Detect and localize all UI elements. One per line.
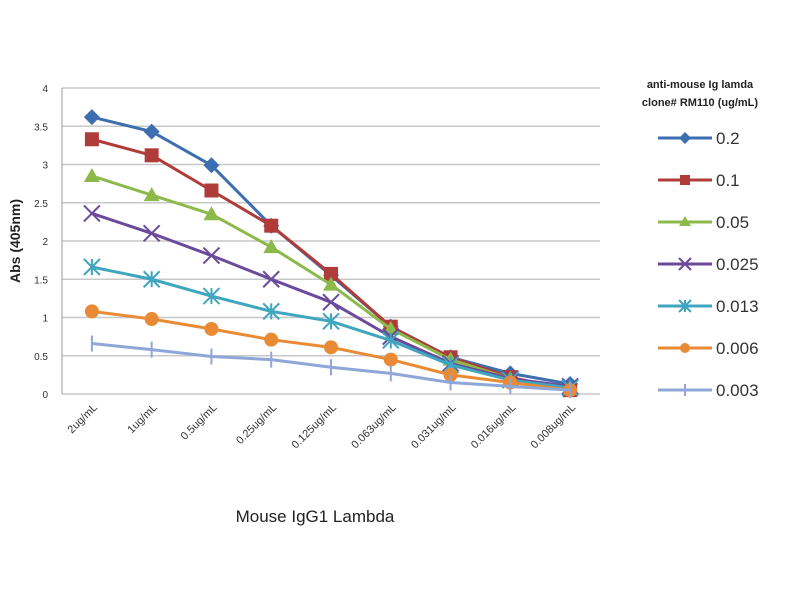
legend-title-line-2: clone# RM110 (ug/mL) <box>642 97 758 109</box>
series-0.006 <box>84 304 578 398</box>
legend-label: 0.2 <box>716 129 740 148</box>
y-tick-label: 4 <box>42 84 48 95</box>
y-axis-ticks: 0 0.5 1 1.5 2 2.5 3 3.5 4 <box>34 84 48 401</box>
x-tick-label: 0.016ug/mL <box>469 402 519 452</box>
marker-circle <box>383 352 398 367</box>
marker-square <box>324 266 338 281</box>
marker-diamond <box>143 123 160 140</box>
legend-label: 0.013 <box>716 297 759 316</box>
legend-item: 0.013 <box>658 297 759 316</box>
y-tick-label: 2 <box>42 237 48 248</box>
y-tick-label: 2.5 <box>34 199 48 210</box>
legend-label: 0.05 <box>716 213 749 232</box>
marker-x <box>322 293 340 311</box>
legend: anti-mouse Ig lamda clone# RM110 (ug/mL)… <box>642 79 759 400</box>
marker-diamond <box>83 109 100 126</box>
legend-label: 0.1 <box>716 171 740 190</box>
series-0.003 <box>90 335 572 399</box>
y-tick-label: 3.5 <box>34 122 48 133</box>
x-tick-label: 2ug/mL <box>66 402 100 436</box>
marker-circle <box>204 321 219 336</box>
marker-square <box>84 132 99 147</box>
marker-x <box>262 270 280 288</box>
marker-star <box>382 331 400 350</box>
marker-square <box>680 175 690 185</box>
marker-x <box>142 224 161 243</box>
marker-triangle <box>323 276 339 291</box>
x-tick-label: 0.5ug/mL <box>179 402 220 443</box>
x-tick-label: 1ug/mL <box>125 402 159 436</box>
marker-triangle <box>143 187 160 202</box>
legend-item: 0.2 <box>658 129 740 148</box>
marker-circle <box>324 340 338 355</box>
series-0.013 <box>83 258 579 397</box>
marker-triangle <box>679 216 691 226</box>
marker-star <box>202 287 221 305</box>
legend-label: 0.006 <box>716 339 759 358</box>
y-axis-label: Abs (405nm) <box>7 199 23 283</box>
legend-item: 0.003 <box>658 381 759 400</box>
y-tick-label: 0 <box>42 390 48 401</box>
legend-title-line-1: anti-mouse Ig lamda <box>647 79 754 91</box>
marker-diamond <box>203 157 220 174</box>
x-axis-ticks: 2ug/mL 1ug/mL 0.5ug/mL 0.25ug/mL 0.125ug/mL 0… <box>66 402 579 452</box>
marker-x <box>678 257 692 271</box>
legend-item: 0.006 <box>658 339 759 358</box>
marker-square <box>204 183 219 198</box>
marker-star <box>142 270 161 288</box>
series-0.1 <box>84 132 578 398</box>
x-tick-label: 0.031ug/mL <box>409 402 459 452</box>
marker-circle <box>264 332 279 347</box>
marker-x <box>83 204 101 223</box>
x-tick-label: 0.125ug/mL <box>290 402 340 452</box>
marker-star <box>83 258 101 276</box>
y-tick-label: 3 <box>42 161 48 172</box>
marker-circle <box>680 343 690 353</box>
marker-triangle <box>83 167 100 182</box>
marker-circle <box>84 304 99 319</box>
marker-star <box>678 299 692 313</box>
marker-circle <box>144 312 159 327</box>
x-tick-label: 0.008ug/mL <box>529 402 579 452</box>
x-tick-label: 0.25ug/mL <box>234 402 279 447</box>
legend-item: 0.1 <box>658 171 740 190</box>
y-tick-label: 1 <box>42 314 48 325</box>
x-axis-label: Mouse IgG1 Lambda <box>236 507 395 526</box>
marker-triangle <box>263 239 280 254</box>
marker-star <box>262 302 280 321</box>
marker-x <box>202 246 221 265</box>
legend-label: 0.003 <box>716 381 759 400</box>
legend-item: 0.05 <box>658 213 749 232</box>
marker-square <box>144 148 159 163</box>
y-tick-label: 0.5 <box>34 352 48 363</box>
legend-item: 0.025 <box>658 255 759 274</box>
marker-square <box>264 218 279 233</box>
x-tick-label: 0.063ug/mL <box>349 402 399 452</box>
series-group <box>83 109 579 399</box>
y-tick-label: 1.5 <box>34 275 48 286</box>
legend-label: 0.025 <box>716 255 759 274</box>
marker-diamond <box>679 132 691 144</box>
marker-star <box>322 312 340 331</box>
marker-triangle <box>203 206 220 221</box>
